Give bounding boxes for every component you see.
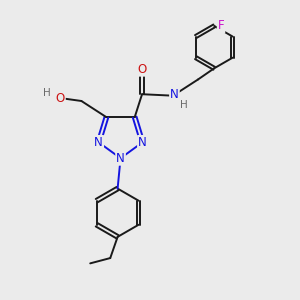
Text: N: N (116, 152, 125, 165)
Text: H: H (43, 88, 51, 98)
Text: O: O (137, 63, 147, 76)
Text: O: O (56, 92, 65, 104)
Text: N: N (94, 136, 103, 149)
Text: N: N (138, 136, 147, 149)
Text: N: N (170, 88, 179, 101)
Text: F: F (218, 20, 224, 32)
Text: H: H (180, 100, 188, 110)
